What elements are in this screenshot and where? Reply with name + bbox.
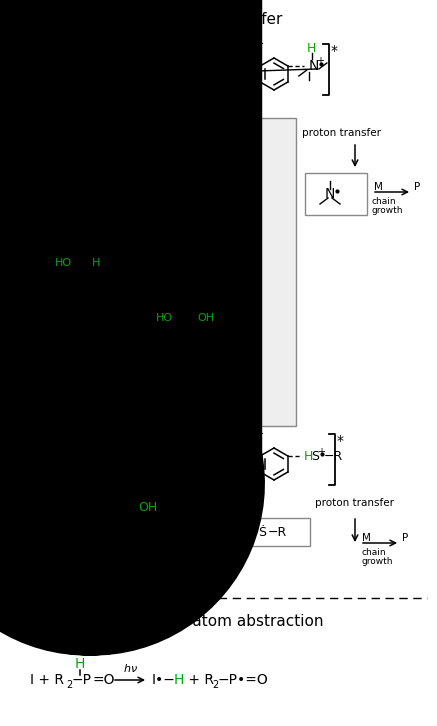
Text: OH: OH — [174, 152, 194, 165]
Text: growth: growth — [362, 557, 393, 566]
Text: N: N — [325, 187, 335, 201]
Text: dispropor-
tionation: dispropor- tionation — [22, 182, 75, 203]
Text: +: + — [236, 524, 250, 542]
Text: *: * — [118, 437, 125, 451]
Text: HO: HO — [55, 258, 72, 268]
Text: 3: 3 — [196, 46, 202, 56]
Text: Ṡ: Ṡ — [258, 526, 266, 539]
Text: O: O — [69, 428, 79, 441]
Text: growth: growth — [372, 206, 403, 215]
Text: H: H — [92, 258, 101, 268]
Text: −R: −R — [268, 526, 287, 539]
Text: 3: 3 — [20, 49, 26, 59]
Text: R−SH: R−SH — [139, 453, 171, 463]
Text: chain: chain — [362, 548, 387, 557]
Text: −: − — [255, 429, 264, 439]
Text: H: H — [164, 30, 173, 44]
Text: −P•=O: −P•=O — [218, 673, 269, 687]
Text: P: P — [402, 533, 408, 543]
Text: N: N — [158, 48, 168, 62]
Text: *: * — [331, 44, 338, 58]
Text: $h\nu$: $h\nu$ — [122, 662, 138, 674]
Text: proton transfer: proton transfer — [315, 498, 394, 508]
Text: Electron transfer: Electron transfer — [154, 12, 282, 27]
Text: OH: OH — [197, 313, 214, 323]
Text: *: * — [337, 434, 344, 448]
Text: Hydrogen atom abstraction: Hydrogen atom abstraction — [113, 614, 323, 629]
Text: $h\nu$: $h\nu$ — [148, 474, 163, 486]
Text: H: H — [174, 673, 184, 687]
Text: $h\nu$: $h\nu$ — [145, 81, 160, 93]
Text: I + R: I + R — [30, 673, 64, 687]
Text: +: + — [316, 56, 324, 66]
Text: M: M — [362, 533, 371, 543]
Text: *: * — [118, 47, 125, 61]
Text: + R: + R — [184, 673, 214, 687]
Text: P: P — [414, 182, 420, 192]
Text: −: − — [255, 39, 264, 49]
Text: O: O — [69, 38, 79, 51]
Bar — [252, 518, 310, 546]
Bar — [305, 173, 367, 215]
Text: O: O — [244, 38, 254, 51]
Text: Ketyl radical: Ketyl radical — [150, 213, 219, 223]
Text: 3: 3 — [20, 439, 26, 449]
Text: +: + — [317, 447, 325, 457]
Bar — [85, 490, 233, 572]
Text: M: M — [374, 182, 383, 192]
Text: −P: −P — [72, 673, 92, 687]
Text: 2: 2 — [212, 680, 218, 690]
Text: H: H — [75, 657, 85, 671]
Text: N: N — [309, 59, 319, 73]
Text: OH: OH — [139, 501, 158, 514]
Text: S: S — [311, 451, 319, 463]
Text: O: O — [244, 428, 254, 441]
Text: =O: =O — [92, 673, 114, 687]
Text: HO: HO — [156, 313, 173, 323]
Text: −R: −R — [324, 451, 343, 463]
Text: proton transfer: proton transfer — [302, 128, 381, 138]
Bar — [8, 118, 296, 426]
Text: 2: 2 — [66, 680, 72, 690]
Text: 3: 3 — [196, 436, 202, 446]
Text: H: H — [304, 451, 313, 463]
Text: recom-
bination: recom- bination — [189, 232, 232, 254]
Text: I•−: I•− — [152, 673, 176, 687]
Text: H: H — [307, 41, 316, 54]
Text: chain: chain — [372, 197, 397, 206]
